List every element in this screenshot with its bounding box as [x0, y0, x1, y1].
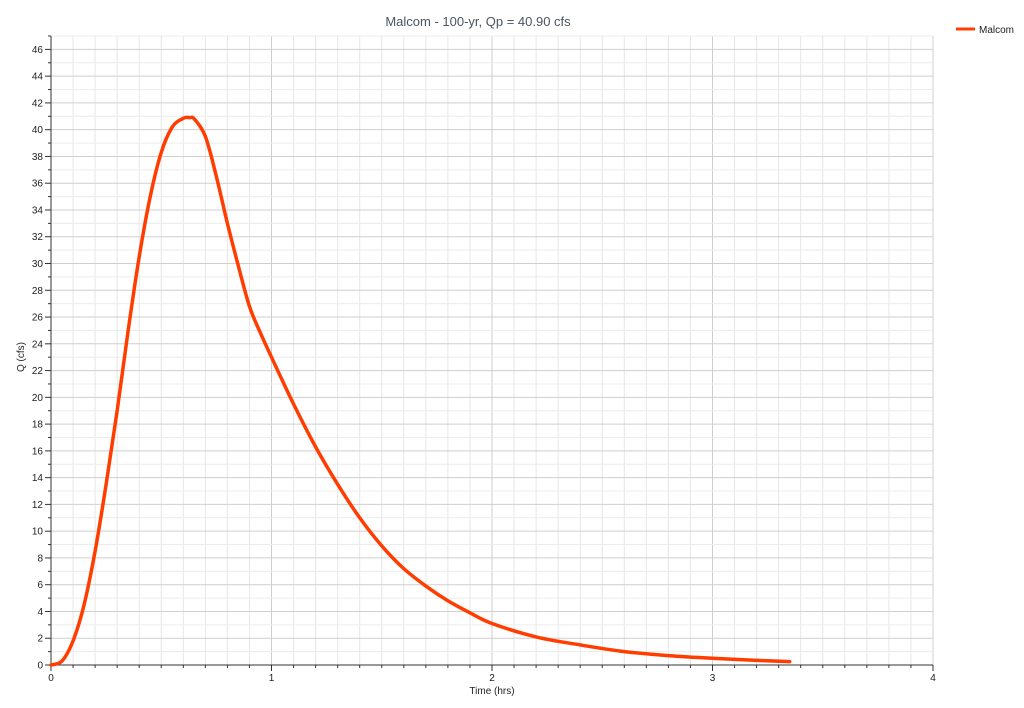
y-tick-label: 44: [32, 72, 44, 83]
grid: [50, 35, 934, 666]
y-tick-label: 30: [32, 259, 44, 270]
series-line-malcom: [49, 115, 792, 667]
y-axis-label: Q (cfs): [16, 342, 27, 372]
y-tick-label: 42: [32, 98, 44, 109]
y-tick-label: 12: [32, 500, 44, 511]
x-tick-label: 4: [930, 673, 936, 684]
y-tick-label: 20: [32, 393, 44, 404]
y-tick-label: 16: [32, 446, 44, 457]
legend-label-malcom: Malcom: [979, 25, 1014, 36]
axes: 0 1 2 3 402468101214161820222426283032343638…: [32, 35, 936, 684]
y-tick-label: 28: [32, 286, 44, 297]
x-tick-label: 2: [489, 673, 495, 684]
y-tick-label: 34: [32, 205, 44, 216]
y-tick-label: 40: [32, 125, 44, 136]
x-tick-label: 3: [710, 673, 716, 684]
x-tick-label: 1: [269, 673, 275, 684]
y-tick-label: 46: [32, 45, 44, 56]
y-tick-label: 10: [32, 527, 44, 538]
y-tick-label: 8: [37, 553, 43, 564]
x-axis-label: Time (hrs): [469, 686, 514, 697]
y-tick-label: 22: [32, 366, 44, 377]
y-tick-label: 24: [32, 339, 44, 350]
x-tick-label: 0: [48, 673, 54, 684]
y-tick-label: 6: [37, 580, 43, 591]
y-tick-label: 0: [37, 661, 43, 672]
y-tick-label: 26: [32, 313, 44, 324]
y-tick-label: 18: [32, 420, 44, 431]
y-tick-label: 14: [32, 473, 44, 484]
chart-title: Malcom - 100-yr, Qp = 40.90 cfs: [385, 14, 571, 29]
y-tick-label: 4: [37, 607, 43, 618]
y-tick-label: 2: [37, 634, 43, 645]
series-layer: [49, 115, 792, 667]
legend[interactable]: Malcom: [956, 25, 1014, 36]
y-tick-label: 38: [32, 152, 44, 163]
y-tick-label: 36: [32, 179, 44, 190]
y-tick-label: 32: [32, 232, 44, 243]
